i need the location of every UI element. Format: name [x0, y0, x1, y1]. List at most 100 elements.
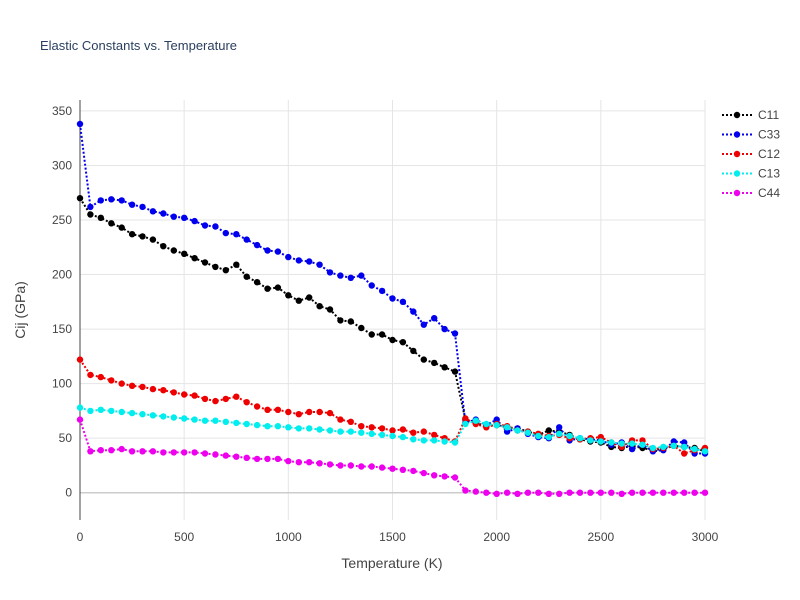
data-point-c44 — [608, 489, 615, 496]
data-point-c13 — [441, 438, 448, 445]
data-point-c33 — [233, 231, 240, 238]
data-point-c13 — [295, 425, 302, 432]
data-point-c33 — [556, 424, 563, 431]
data-point-c11 — [285, 292, 292, 299]
data-point-c12 — [222, 395, 229, 403]
data-point-c44 — [337, 462, 344, 469]
data-point-c13 — [556, 430, 563, 437]
data-point-c11 — [76, 195, 84, 202]
data-point-c11 — [108, 220, 115, 227]
data-point-c13 — [535, 432, 542, 440]
data-point-c44 — [483, 489, 490, 496]
data-point-c44 — [212, 451, 219, 458]
data-point-c12 — [191, 392, 198, 399]
data-point-c13 — [170, 414, 177, 421]
data-point-c44 — [368, 463, 375, 470]
data-point-c11 — [410, 347, 417, 355]
data-point-c13 — [306, 425, 313, 432]
data-point-c44 — [139, 448, 146, 455]
data-point-c12 — [306, 408, 313, 416]
data-point-c11 — [201, 259, 209, 266]
data-point-c44 — [576, 489, 584, 496]
data-point-c33 — [97, 197, 105, 204]
data-point-c12 — [139, 383, 146, 391]
data-point-c44 — [181, 449, 188, 456]
data-point-c12 — [97, 373, 105, 381]
y-tick-label: 100 — [52, 377, 72, 391]
data-point-c13 — [316, 426, 323, 433]
data-point-c11 — [181, 250, 188, 257]
data-point-c44 — [243, 454, 250, 461]
legend-marker-c33 — [733, 131, 741, 138]
data-point-c44 — [451, 474, 459, 481]
data-point-c13 — [274, 423, 282, 430]
data-point-c44 — [462, 487, 469, 494]
data-point-c33 — [87, 203, 94, 211]
data-point-c44 — [233, 453, 240, 460]
legend-marker-c44 — [733, 189, 741, 197]
data-point-c12 — [326, 409, 334, 417]
y-tick-label: 200 — [52, 268, 72, 282]
data-point-c33 — [139, 203, 146, 211]
data-point-c33 — [285, 253, 292, 261]
data-point-c13 — [566, 432, 573, 440]
data-point-c12 — [420, 428, 427, 435]
data-point-c13 — [399, 433, 407, 441]
data-point-c33 — [253, 241, 261, 249]
data-point-c44 — [545, 490, 552, 497]
data-point-c12 — [253, 403, 261, 410]
data-point-c11 — [451, 368, 459, 375]
data-point-c12 — [410, 429, 417, 436]
data-point-c13 — [253, 421, 261, 429]
data-point-c44 — [76, 416, 84, 423]
data-point-c33 — [389, 295, 396, 302]
data-point-c13 — [472, 417, 479, 424]
data-point-c33 — [108, 196, 115, 203]
data-point-c44 — [128, 448, 136, 455]
data-point-c33 — [451, 330, 459, 337]
data-point-c44 — [587, 489, 594, 496]
data-point-c33 — [181, 214, 188, 221]
legend: C11 C33 C12 C13 C44 — [722, 108, 780, 200]
data-point-c44 — [295, 459, 302, 466]
x-tick-label: 3000 — [692, 530, 719, 544]
data-point-c12 — [149, 385, 157, 393]
data-point-c44 — [524, 489, 532, 496]
data-point-c12 — [274, 406, 282, 413]
data-point-c44 — [597, 489, 604, 496]
data-point-c11 — [160, 243, 167, 250]
y-tick-label: 300 — [52, 158, 72, 172]
data-point-c13 — [118, 408, 125, 416]
data-point-c13 — [264, 423, 271, 430]
data-point-c33 — [316, 261, 323, 268]
y-tick-label: 50 — [59, 431, 73, 445]
data-point-c44 — [701, 489, 709, 496]
data-point-c12 — [118, 380, 125, 387]
data-point-c44 — [670, 489, 677, 496]
data-point-c11 — [420, 356, 427, 363]
data-point-c44 — [431, 472, 438, 479]
data-point-c13 — [608, 439, 615, 446]
data-point-c13 — [545, 433, 552, 441]
legend-label-c33: C33 — [758, 128, 780, 142]
axis-layer: 0 500 1000 1500 2000 2500 3000 0 50 100 150 200 250 3… — [52, 100, 719, 544]
data-point-c13 — [347, 428, 354, 435]
data-point-c33 — [76, 120, 84, 128]
data-point-c44 — [649, 489, 657, 496]
data-point-c12 — [389, 427, 396, 434]
data-point-c33 — [493, 416, 500, 423]
data-point-c13 — [76, 404, 84, 411]
data-point-c33 — [368, 282, 375, 289]
data-point-c44 — [108, 447, 115, 454]
data-point-c13 — [587, 437, 594, 444]
data-point-c44 — [306, 459, 313, 466]
data-point-c13 — [337, 428, 344, 435]
data-point-c11 — [368, 331, 375, 338]
data-point-c13 — [524, 429, 532, 436]
data-point-c44 — [274, 455, 282, 463]
data-point-c11 — [326, 306, 334, 313]
data-point-c44 — [660, 489, 667, 496]
data-point-c12 — [285, 408, 292, 416]
data-point-c44 — [441, 473, 448, 480]
